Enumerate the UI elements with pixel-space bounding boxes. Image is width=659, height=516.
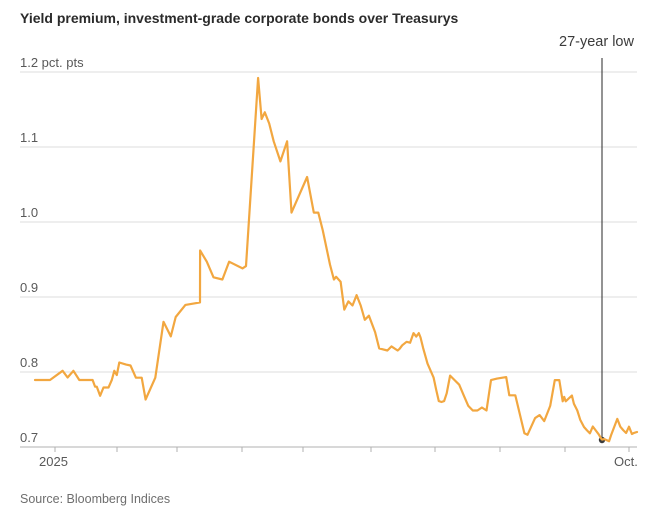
svg-text:0.8: 0.8: [20, 355, 38, 370]
svg-text:1.0: 1.0: [20, 205, 38, 220]
svg-text:1.2 pct. pts: 1.2 pct. pts: [20, 55, 84, 70]
svg-text:0.9: 0.9: [20, 280, 38, 295]
svg-text:0.7: 0.7: [20, 430, 38, 445]
svg-text:1.1: 1.1: [20, 130, 38, 145]
svg-text:Oct.: Oct.: [614, 454, 638, 469]
svg-text:2025: 2025: [39, 454, 68, 469]
